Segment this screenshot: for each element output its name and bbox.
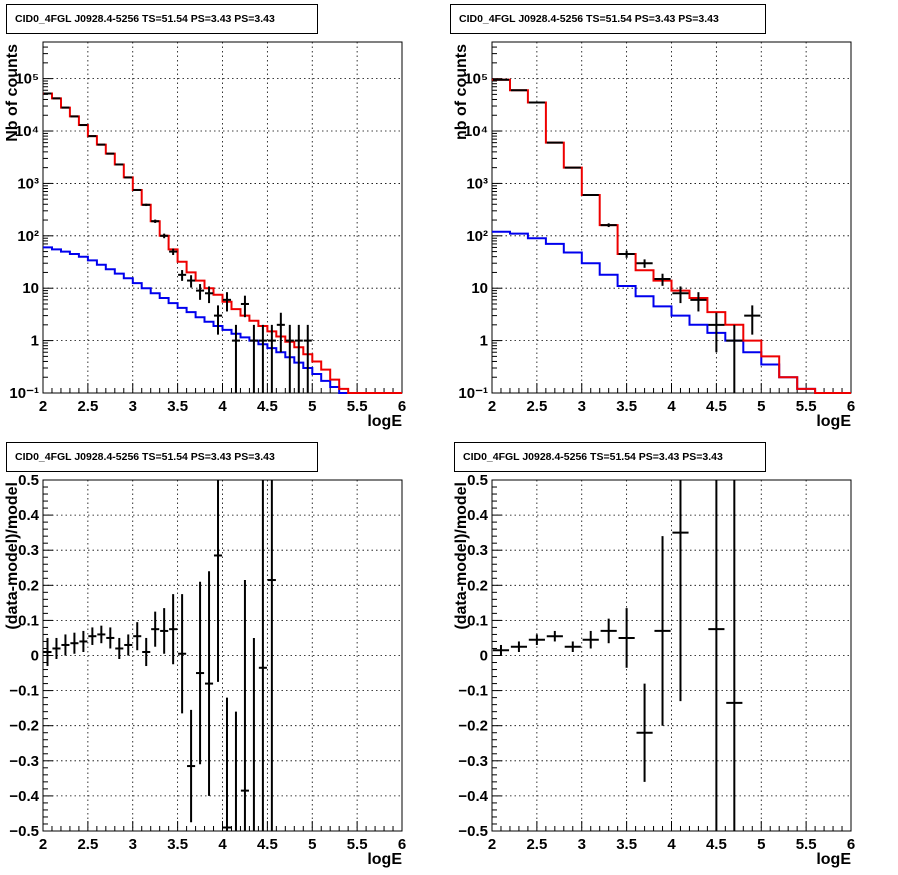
x-tick-label-top-right: 4.5 bbox=[706, 398, 727, 415]
x-tick-label-top-right: 5.5 bbox=[796, 398, 817, 415]
y-tick-label-bottom-right: 0.3 bbox=[467, 542, 488, 559]
y-tick-label-bottom-left: 0.5 bbox=[18, 472, 39, 489]
y-tick-label-bottom-left: 0.1 bbox=[18, 612, 39, 629]
step-line-top-left-0 bbox=[43, 246, 402, 394]
x-axis-label-bottom-left: logE bbox=[367, 851, 402, 868]
y-axis-label-bottom-right: (data-model)/model bbox=[453, 482, 470, 630]
x-tick-label-top-left: 4.5 bbox=[257, 398, 278, 415]
y-tick-label-bottom-right: 0.1 bbox=[467, 612, 488, 629]
title-bottom-left: CID0_4FGL J0928.4-5256 TS=51.54 PS=3.43 … bbox=[15, 451, 275, 463]
x-tick-label-top-left: 4 bbox=[218, 398, 227, 415]
title-bottom-right: CID0_4FGL J0928.4-5256 TS=51.54 PS=3.43 … bbox=[463, 451, 723, 463]
y-tick-label-top-left: 10³ bbox=[17, 175, 39, 192]
y-axis-label-bottom-left: (data-model)/model bbox=[4, 482, 21, 630]
x-axis-label-top-right: logE bbox=[816, 413, 851, 430]
y-tick-label-top-right: 10⁵ bbox=[464, 71, 488, 88]
y-tick-label-bottom-left: −0.2 bbox=[9, 718, 39, 735]
y-tick-label-bottom-right: −0.4 bbox=[458, 788, 488, 805]
y-tick-label-top-left: 1 bbox=[31, 333, 39, 350]
y-axis-label-top-left: Nb of counts bbox=[4, 44, 21, 142]
y-tick-label-bottom-right: 0.5 bbox=[467, 472, 488, 489]
x-tick-label-top-right: 2.5 bbox=[526, 398, 547, 415]
y-tick-label-bottom-left: 0.3 bbox=[18, 542, 39, 559]
y-tick-label-top-right: 10⁴ bbox=[464, 123, 488, 140]
x-tick-label-top-left: 3.5 bbox=[167, 398, 188, 415]
y-tick-label-bottom-left: −0.4 bbox=[9, 788, 39, 805]
x-tick-label-bottom-right: 5.5 bbox=[796, 836, 817, 853]
x-tick-label-bottom-right: 2.5 bbox=[526, 836, 547, 853]
title-box-bottom-left: CID0_4FGL J0928.4-5256 TS=51.54 PS=3.43 … bbox=[6, 442, 318, 472]
x-tick-label-bottom-left: 3 bbox=[129, 836, 137, 853]
y-tick-label-top-right: 1 bbox=[480, 333, 488, 350]
y-tick-label-bottom-right: 0.2 bbox=[467, 577, 488, 594]
y-tick-label-bottom-right: −0.1 bbox=[458, 683, 488, 700]
x-tick-label-top-right: 5 bbox=[757, 398, 765, 415]
x-tick-label-bottom-right: 3.5 bbox=[616, 836, 637, 853]
x-tick-label-top-left: 5.5 bbox=[347, 398, 368, 415]
y-tick-label-top-left: 10⁴ bbox=[15, 123, 39, 140]
y-tick-label-bottom-left: 0 bbox=[31, 648, 39, 665]
y-tick-label-top-right: 10² bbox=[466, 228, 488, 245]
x-tick-label-bottom-left: 2 bbox=[39, 836, 47, 853]
x-tick-label-top-left: 5 bbox=[308, 398, 316, 415]
title-box-bottom-right: CID0_4FGL J0928.4-5256 TS=51.54 PS=3.43 … bbox=[454, 442, 766, 472]
y-tick-label-top-right: 10³ bbox=[466, 175, 488, 192]
x-tick-label-bottom-left: 6 bbox=[398, 836, 406, 853]
x-tick-label-top-right: 3 bbox=[578, 398, 586, 415]
x-tick-label-top-left: 3 bbox=[129, 398, 137, 415]
x-tick-label-bottom-right: 4 bbox=[667, 836, 676, 853]
y-tick-label-bottom-right: −0.5 bbox=[458, 823, 488, 840]
y-tick-label-top-left: 10⁻¹ bbox=[9, 385, 39, 402]
x-tick-label-top-right: 4 bbox=[667, 398, 676, 415]
y-tick-label-bottom-right: −0.2 bbox=[458, 718, 488, 735]
x-tick-label-bottom-left: 3.5 bbox=[167, 836, 188, 853]
x-tick-label-bottom-left: 4.5 bbox=[257, 836, 278, 853]
y-tick-label-bottom-right: 0.4 bbox=[467, 507, 489, 524]
x-tick-label-bottom-right: 6 bbox=[847, 836, 855, 853]
y-tick-label-top-right: 10⁻¹ bbox=[458, 385, 488, 402]
y-tick-label-bottom-right: −0.3 bbox=[458, 753, 488, 770]
y-tick-label-bottom-left: −0.3 bbox=[9, 753, 39, 770]
y-tick-label-top-left: 10⁵ bbox=[15, 71, 39, 88]
y-tick-label-bottom-left: −0.5 bbox=[9, 823, 39, 840]
y-tick-label-bottom-left: 0.2 bbox=[18, 577, 39, 594]
title-box-top-right: CID0_4FGL J0928.4-5256 TS=51.54 PS=3.43 … bbox=[450, 4, 766, 34]
x-tick-label-bottom-left: 5 bbox=[308, 836, 316, 853]
x-tick-label-bottom-left: 5.5 bbox=[347, 836, 368, 853]
y-tick-label-top-left: 10 bbox=[22, 280, 39, 297]
x-tick-label-top-right: 6 bbox=[847, 398, 855, 415]
y-tick-label-bottom-left: 0.4 bbox=[18, 507, 40, 524]
title-top-right: CID0_4FGL J0928.4-5256 TS=51.54 PS=3.43 … bbox=[459, 13, 719, 25]
x-axis-label-top-left: logE bbox=[367, 413, 402, 430]
x-tick-label-top-right: 2 bbox=[488, 398, 496, 415]
y-tick-label-top-left: 10² bbox=[17, 228, 39, 245]
x-tick-label-bottom-right: 5 bbox=[757, 836, 765, 853]
x-axis-label-bottom-right: logE bbox=[816, 851, 851, 868]
title-box-top-left: CID0_4FGL J0928.4-5256 TS=51.54 PS=3.43 … bbox=[6, 4, 318, 34]
y-tick-label-bottom-left: −0.1 bbox=[9, 683, 39, 700]
x-tick-label-top-left: 2 bbox=[39, 398, 47, 415]
x-tick-label-bottom-right: 3 bbox=[578, 836, 586, 853]
x-tick-label-top-right: 3.5 bbox=[616, 398, 637, 415]
y-tick-label-top-right: 10 bbox=[471, 280, 488, 297]
y-tick-label-bottom-right: 0 bbox=[480, 648, 488, 665]
y-axis-label-top-right: nb of counts bbox=[453, 44, 470, 140]
x-tick-label-top-left: 2.5 bbox=[77, 398, 98, 415]
x-tick-label-bottom-left: 4 bbox=[218, 836, 227, 853]
x-tick-label-top-left: 6 bbox=[398, 398, 406, 415]
x-tick-label-bottom-right: 4.5 bbox=[706, 836, 727, 853]
x-tick-label-bottom-left: 2.5 bbox=[77, 836, 98, 853]
x-tick-label-bottom-right: 2 bbox=[488, 836, 496, 853]
title-top-left: CID0_4FGL J0928.4-5256 TS=51.54 PS=3.43 … bbox=[15, 13, 275, 25]
